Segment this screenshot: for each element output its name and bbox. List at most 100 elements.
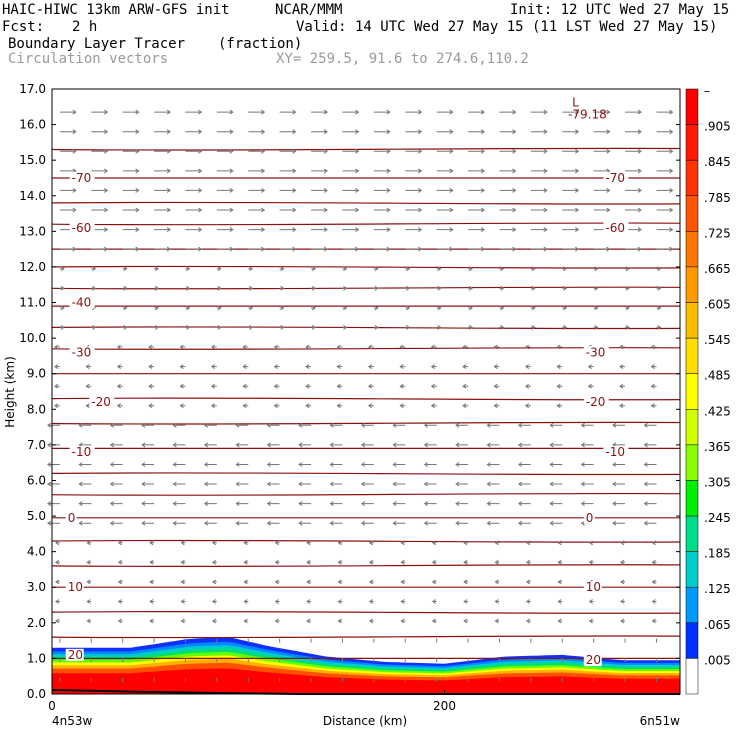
- vector-arrow-505: [216, 187, 234, 193]
- x-tick-label: 0: [48, 699, 56, 713]
- vector-arrow-359: [650, 344, 657, 350]
- vector-arrow-534: [499, 168, 517, 174]
- vector-arrow-549: [342, 148, 360, 154]
- vector-arrow-239: [643, 462, 657, 467]
- valid-time: Valid: 14 UTC Wed 27 May 15 (11 LST Wed …: [296, 19, 718, 35]
- vector-arrow-538: [625, 168, 642, 174]
- isotherm-label-bg: [603, 221, 629, 234]
- vector-arrow-271: [392, 422, 406, 428]
- vector-arrow-372: [436, 324, 442, 330]
- vector-arrow-589: [342, 109, 360, 115]
- vector-arrow-427: [279, 266, 285, 272]
- colorbar-swatch-9: [685, 409, 699, 446]
- vector-arrow-555: [530, 148, 548, 154]
- vector-arrow-259: [643, 442, 657, 448]
- isotherm-label-bg: [69, 446, 95, 458]
- vector-arrow-181: [78, 501, 92, 507]
- vector-arrow-254: [486, 442, 500, 448]
- vector-arrow-349: [336, 344, 343, 350]
- vector-arrow-133: [463, 559, 469, 565]
- vector-arrow-563: [154, 129, 172, 135]
- vector-arrow-421: [91, 266, 97, 272]
- vector-arrow-397: [593, 305, 599, 311]
- vector-arrow-562: [122, 129, 140, 135]
- vector-arrow-328: [305, 364, 312, 370]
- vector-arrow-198: [612, 501, 625, 507]
- vectors-label: Circulation vectors: [8, 51, 169, 67]
- vector-arrow-161: [78, 520, 92, 526]
- isotherm-line-21: [51, 635, 681, 639]
- vector-arrow-105: [211, 579, 217, 585]
- vector-arrow-163: [141, 520, 155, 526]
- vector-arrow-533: [468, 168, 486, 174]
- vector-arrow-327: [273, 364, 280, 370]
- x-start-label: 4n53w: [52, 714, 93, 728]
- vector-arrow-554: [499, 148, 517, 154]
- isotherm-line-20: [51, 610, 681, 614]
- vector-arrow-83: [149, 599, 155, 604]
- vector-arrow-348: [305, 344, 312, 350]
- isotherm-label: -10: [605, 445, 625, 459]
- vector-arrow-497: [593, 207, 611, 213]
- vector-arrow-226: [235, 462, 249, 467]
- vector-arrow-202: [109, 481, 123, 487]
- vector-arrow-193: [455, 501, 469, 507]
- isotherm-label-bg: [89, 396, 115, 409]
- vector-arrow-442: [122, 246, 140, 252]
- vector-arrow-446: [248, 246, 266, 252]
- vector-arrow-252: [423, 442, 437, 448]
- vector-arrow-144: [180, 540, 186, 546]
- vector-arrow-92: [431, 599, 437, 604]
- vector-arrow-116: [557, 579, 563, 585]
- vector-arrow-268: [298, 422, 312, 428]
- vector-arrow-109: [337, 579, 343, 585]
- vector-arrow-517: [593, 187, 611, 193]
- vector-arrow-389: [342, 305, 348, 311]
- vector-arrow-564: [185, 129, 203, 135]
- vector-arrow-195: [517, 501, 531, 507]
- isotherm-line-6: [51, 286, 681, 290]
- vector-arrow-270: [360, 422, 374, 428]
- vector-arrow-569: [342, 129, 360, 135]
- vector-arrow-194: [486, 501, 500, 507]
- vector-arrow-190: [360, 501, 374, 507]
- vector-arrow-210: [360, 481, 374, 487]
- vector-arrow-552: [436, 148, 454, 154]
- vector-arrow-485: [216, 207, 234, 213]
- vector-arrow-78: [620, 618, 625, 624]
- vector-arrow-486: [248, 207, 266, 213]
- vector-arrow-350: [367, 344, 374, 350]
- vector-arrow-172: [423, 520, 437, 526]
- isotherm-label-bg: [583, 346, 609, 359]
- vector-arrow-557: [593, 148, 611, 154]
- colorbar-swatch-13: [685, 551, 699, 588]
- vector-arrow-225: [203, 462, 217, 467]
- vector-arrow-513: [468, 187, 486, 193]
- vector-arrow-302: [116, 383, 123, 389]
- vector-arrow-596: [562, 109, 580, 115]
- vector-arrow-462: [122, 227, 140, 233]
- vector-arrow-337: [587, 364, 594, 370]
- vector-arrow-436: [562, 266, 568, 272]
- vector-arrow-272: [423, 422, 437, 428]
- vector-arrow-203: [141, 481, 155, 487]
- vector-arrow-434: [499, 266, 505, 272]
- vector-arrow-362: [122, 324, 128, 330]
- vector-arrow-466: [248, 227, 266, 233]
- vector-arrow-514: [499, 187, 517, 193]
- vector-arrow-428: [311, 266, 317, 272]
- vector-arrow-217: [580, 481, 594, 487]
- vector-arrow-314: [493, 383, 500, 389]
- vector-arrow-476: [562, 227, 580, 233]
- vector-arrow-129: [337, 559, 343, 565]
- vector-arrow-338: [619, 364, 625, 370]
- vector-arrow-594: [499, 109, 517, 115]
- vector-arrow-406: [248, 285, 254, 291]
- x-tick-label: 200: [433, 699, 456, 713]
- vector-arrow-591: [405, 109, 423, 115]
- axes: 0.0 1.0 2.0 3.0 4.0 5.0 6.0 7.0 8.0 9.0 10.0 11.0 12…: [19, 82, 680, 713]
- colorbar-swatch-7: [685, 337, 699, 374]
- isotherm-line-2: [51, 201, 681, 205]
- vector-arrow-576: [562, 129, 580, 135]
- vector-arrow-245: [203, 442, 217, 448]
